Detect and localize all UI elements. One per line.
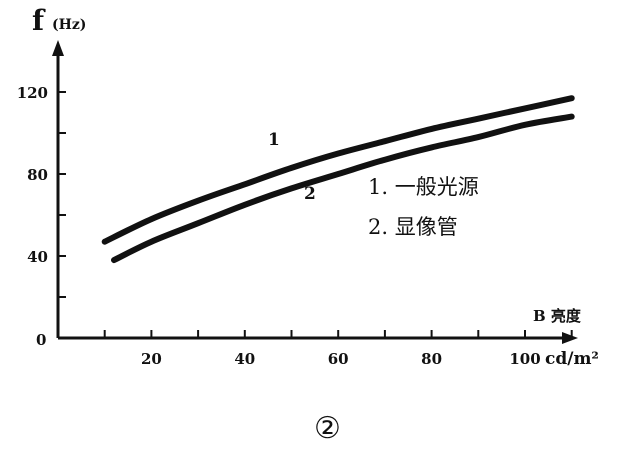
y-tick-label: 120 (17, 84, 48, 102)
legend-item-2: 2. 显像管 (368, 215, 458, 239)
y-tick-label: 40 (27, 248, 48, 266)
x-tick-label: 20 (141, 350, 162, 368)
series-2-label: 2 (304, 184, 316, 204)
legend-item-1: 1. 一般光源 (368, 175, 479, 199)
series-line-1 (101, 95, 575, 245)
y-tick-label: 80 (27, 166, 48, 184)
y-ticks: 40 80 120 (17, 84, 66, 298)
y-axis-unit: (Hz) (52, 17, 86, 33)
x-ticks: 20 40 60 80 100 (103, 330, 573, 368)
series-lines (101, 95, 575, 264)
x-tick-label: 60 (328, 350, 349, 368)
x-tick-label: 40 (234, 350, 255, 368)
x-axis-unit: cd/m² (545, 349, 599, 369)
origin-label: 0 (36, 331, 46, 349)
x-tick-label: 100 (509, 350, 540, 368)
x-axis-title: B 亮度 (533, 307, 582, 325)
y-axis-title: f (32, 4, 46, 37)
x-tick-label: 80 (421, 350, 442, 368)
figure-label: ② (314, 411, 341, 446)
axes (52, 40, 578, 344)
series-line-2 (111, 113, 575, 264)
x-axis-arrow (562, 332, 578, 344)
series-1-label: 1 (268, 130, 280, 150)
y-axis-arrow (52, 40, 64, 56)
legend: 1. 一般光源 2. 显像管 (368, 175, 479, 239)
